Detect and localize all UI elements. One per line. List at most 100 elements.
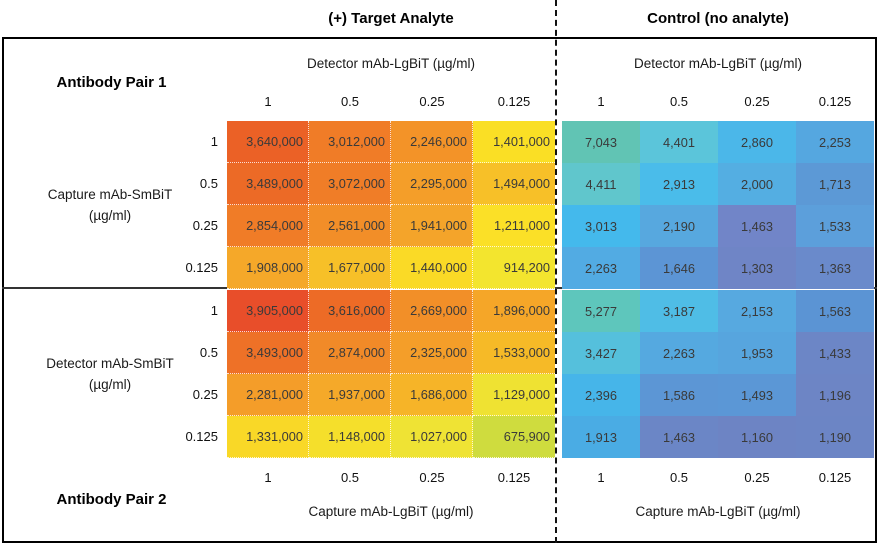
heatmap-cell: 1,494,000 [473,163,555,205]
heatmap-cell: 1,908,000 [227,247,309,289]
tick-label: 0.125 [185,260,218,275]
target-analyte-title: (+) Target Analyte [328,10,454,27]
tick-label: 0.125 [185,429,218,444]
heatmap-cell: 3,905,000 [227,290,309,332]
table-outer-border [2,37,877,543]
pair2-row-axis-line1: Detector mAb-SmBiT [46,356,174,371]
tick-label: 0.5 [340,470,360,485]
heatmap-cell: 1,533 [796,205,874,247]
heatmap-cell: 1,953 [718,332,796,374]
heatmap-cell: 1,027,000 [391,416,473,458]
pair1-row-axis-label: Capture mAb-SmBiT (µg/ml) [10,184,210,226]
heatmap-cell: 1,440,000 [391,247,473,289]
heatmap-cell: 2,669,000 [391,290,473,332]
heatmap-cell: 2,263 [562,247,640,289]
pair2-control-col-axis-label: Capture mAb-LgBiT (µg/ml) [635,504,801,519]
heatmap-cell: 1,401,000 [473,121,555,163]
pair2-row-ticks: 1 0.5 0.25 0.125 [130,290,222,458]
tick-label: 0.125 [818,470,852,485]
tick-label: 1 [597,94,605,109]
heatmap-cell: 1,211,000 [473,205,555,247]
tick-label: 0.25 [744,94,770,109]
pair1-control-col-axis-label: Detector mAb-LgBiT (µg/ml) [633,56,803,71]
pair2-row-axis-line2: (µg/ml) [88,377,132,392]
heatmap-cell: 3,616,000 [309,290,391,332]
heatmap-cell: 914,200 [473,247,555,289]
tick-label: 0.125 [497,94,531,109]
heatmap-cell: 2,561,000 [309,205,391,247]
control-title: Control (no analyte) [647,10,789,27]
heatmap-cell: 4,401 [640,121,718,163]
pair1-target-col-axis-label: Detector mAb-LgBiT (µg/ml) [306,56,476,71]
dashed-condition-divider [555,0,557,543]
heatmap-cell: 3,489,000 [227,163,309,205]
tick-label: 0.125 [497,470,531,485]
heatmap-cell: 1,493 [718,374,796,416]
heatmap-cell: 675,900 [473,416,555,458]
heatmap-cell: 1,148,000 [309,416,391,458]
heatmap-cell: 1,563 [796,290,874,332]
heatmap-cell: 1,937,000 [309,374,391,416]
pair1-control-col-ticks: 1 0.5 0.25 0.125 [562,87,874,117]
heatmap-pair2-control: 5,277 3,187 2,153 1,563 3,427 2,263 1,953 1,433… [562,290,874,458]
antibody-pair1-label: Antibody Pair 1 [56,74,167,91]
pair2-control-col-ticks: 1 0.5 0.25 0.125 [562,463,874,493]
heatmap-cell: 1,160 [718,416,796,458]
heatmap-cell: 1,331,000 [227,416,309,458]
tick-label: 1 [210,134,218,149]
heatmap-cell: 2,913 [640,163,718,205]
heatmap-cell: 1,463 [718,205,796,247]
heatmap-cell: 3,493,000 [227,332,309,374]
tick-label: 0.5 [340,94,360,109]
heatmap-pair2-target: 3,905,000 3,616,000 2,669,000 1,896,000 3,49… [227,290,555,458]
heatmap-cell: 2,854,000 [227,205,309,247]
heatmap-cell: 1,190 [796,416,874,458]
heatmap-cell: 2,153 [718,290,796,332]
tick-label: 0.5 [669,94,689,109]
antibody-pair2-label: Antibody Pair 2 [56,491,167,508]
heatmap-cell: 1,586 [640,374,718,416]
heatmap-cell: 1,196 [796,374,874,416]
pair1-row-axis-line2: (µg/ml) [88,208,132,223]
tick-label: 0.5 [669,470,689,485]
heatmap-cell: 1,941,000 [391,205,473,247]
heatmap-cell: 1,677,000 [309,247,391,289]
heatmap-cell: 3,187 [640,290,718,332]
heatmap-cell: 2,281,000 [227,374,309,416]
tick-label: 0.25 [419,470,445,485]
heatmap-cell: 1,463 [640,416,718,458]
heatmap-cell: 2,000 [718,163,796,205]
tick-label: 0.125 [818,94,852,109]
heatmap-cell: 7,043 [562,121,640,163]
tick-label: 0.5 [199,345,218,360]
heatmap-cell: 2,253 [796,121,874,163]
tick-label: 0.25 [192,218,218,233]
tick-label: 0.25 [419,94,445,109]
heatmap-cell: 2,874,000 [309,332,391,374]
pair2-target-col-ticks: 1 0.5 0.25 0.125 [227,463,555,493]
heatmap-cell: 3,072,000 [309,163,391,205]
tick-label: 1 [597,470,605,485]
heatmap-cell: 3,427 [562,332,640,374]
heatmap-cell: 2,263 [640,332,718,374]
tick-label: 1 [264,470,272,485]
heatmap-cell: 1,303 [718,247,796,289]
heatmap-cell: 3,640,000 [227,121,309,163]
tick-label: 1 [210,303,218,318]
pair2-target-col-axis-label: Capture mAb-LgBiT (µg/ml) [308,504,474,519]
heatmap-cell: 2,325,000 [391,332,473,374]
pair2-row-axis-label: Detector mAb-SmBiT (µg/ml) [10,353,210,395]
heatmap-cell: 1,533,000 [473,332,555,374]
heatmap-cell: 1,363 [796,247,874,289]
heatmap-cell: 4,411 [562,163,640,205]
heatmap-cell: 2,190 [640,205,718,247]
tick-label: 0.5 [199,176,218,191]
heatmap-cell: 2,246,000 [391,121,473,163]
tick-label: 0.25 [744,470,770,485]
tick-label: 1 [264,94,272,109]
heatmap-cell: 2,396 [562,374,640,416]
heatmap-cell: 1,646 [640,247,718,289]
heatmap-cell: 1,433 [796,332,874,374]
heatmap-cell: 1,686,000 [391,374,473,416]
